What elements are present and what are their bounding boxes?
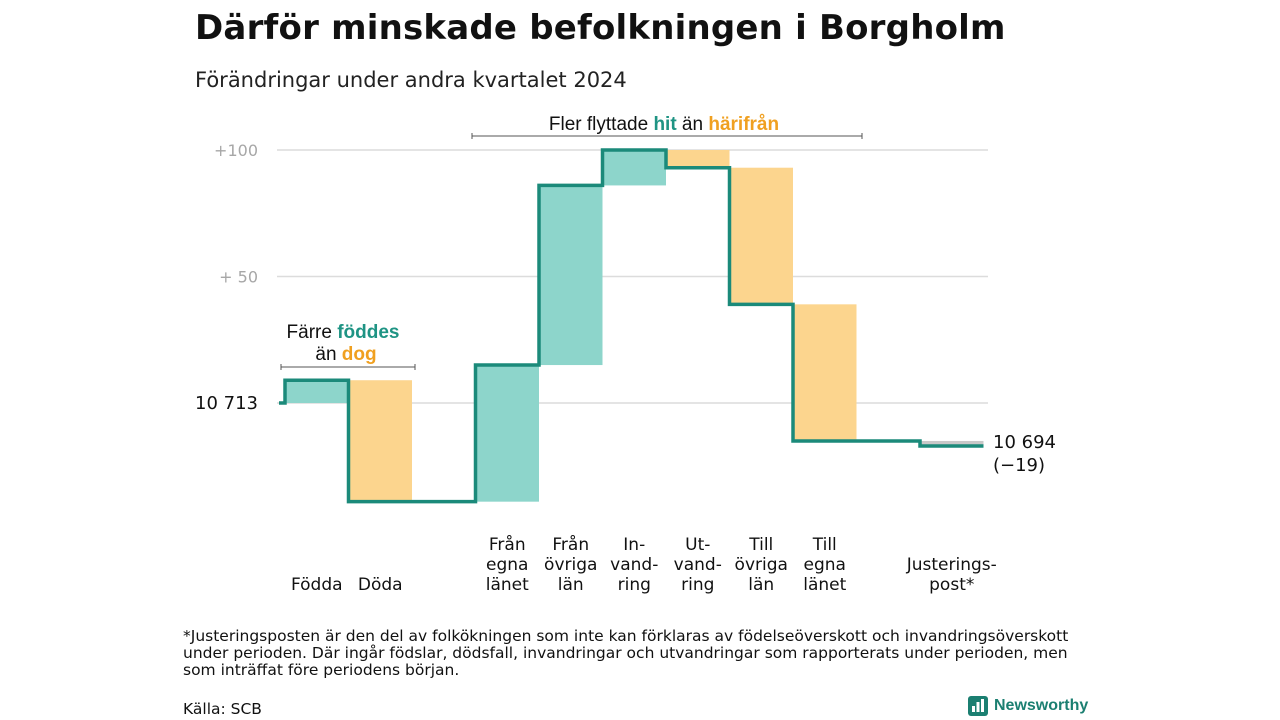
annotation-migration-part: härifrån xyxy=(708,114,779,135)
bar-till_egna xyxy=(793,304,857,441)
brand-name: Newsworthy xyxy=(994,697,1089,714)
annotation-migration-part: Fler flyttade xyxy=(549,114,654,135)
annotation-migration-part: hit xyxy=(653,114,677,135)
annotation-births-deaths-part: Färre xyxy=(287,322,338,343)
category-label-justering: Justerings- xyxy=(906,555,997,575)
category-label-utvandring: ring xyxy=(681,575,714,595)
annotation-migration-part: än xyxy=(677,114,709,135)
annotation-births-deaths: Färre föddes xyxy=(287,322,400,343)
annotation-migration: Fler flyttade hit än härifrån xyxy=(549,114,779,135)
footnote: *Justeringsposten är den del av folkökni… xyxy=(183,627,1069,679)
chart-subtitle: Förändringar under andra kvartalet 2024 xyxy=(195,68,627,92)
category-label-fodda: Födda xyxy=(291,575,343,595)
category-label-till_egna: egna xyxy=(804,555,846,575)
category-label-invandring: vand- xyxy=(610,555,658,575)
bar-justering xyxy=(920,440,984,447)
y-tick-label: + 50 xyxy=(219,268,258,287)
end-value-label: 10 694 xyxy=(993,432,1056,453)
category-label-invandring: ring xyxy=(618,575,651,595)
bar-till_ovriga xyxy=(729,167,793,305)
category-label-fran_egna: Från xyxy=(489,534,526,555)
category-label-fran_ovriga: övriga xyxy=(544,555,597,575)
category-label-utvandring: vand- xyxy=(674,555,722,575)
category-label-fran_ovriga: län xyxy=(558,575,584,595)
bar-doda xyxy=(348,380,412,502)
category-label-till_ovriga: Till xyxy=(748,535,773,555)
chart-title: Därför minskade befolkningen i Borgholm xyxy=(195,8,1006,48)
bar-fran_egna xyxy=(475,365,539,502)
bar-fran_ovriga xyxy=(539,185,603,366)
bar-invandring xyxy=(602,150,666,186)
bar-utvandring xyxy=(666,150,730,168)
annotation-births-deaths-line2: än dog xyxy=(315,344,376,365)
category-label-till_ovriga: län xyxy=(748,575,774,595)
category-label-invandring: In- xyxy=(623,535,645,555)
category-label-till_ovriga: övriga xyxy=(735,555,788,575)
category-label-utvandring: Ut- xyxy=(685,535,710,555)
brand-logo: Newsworthy xyxy=(968,696,1088,716)
start-value-label: 10 713 xyxy=(195,393,258,414)
category-label-fran_egna: egna xyxy=(486,555,528,575)
newsworthy-logo-icon xyxy=(968,696,988,716)
annotation-births-deaths-line2-part: dog xyxy=(342,344,377,365)
category-label-doda: Döda xyxy=(358,575,403,595)
y-tick-label: +100 xyxy=(214,141,258,160)
category-label-till_egna: länet xyxy=(803,575,846,595)
source-note: Källa: SCB xyxy=(183,700,262,718)
category-label-fran_ovriga: Från xyxy=(552,534,589,555)
category-label-justering: post* xyxy=(929,575,974,595)
cumulative-step-line xyxy=(279,148,984,504)
annotation-births-deaths-part: föddes xyxy=(337,322,399,343)
annotation-births-deaths-line2-part: än xyxy=(315,344,341,365)
bar-fodda xyxy=(285,380,349,403)
end-change-label: (−19) xyxy=(993,455,1045,476)
category-label-till_egna: Till xyxy=(812,535,837,555)
category-label-fran_egna: länet xyxy=(486,575,529,595)
